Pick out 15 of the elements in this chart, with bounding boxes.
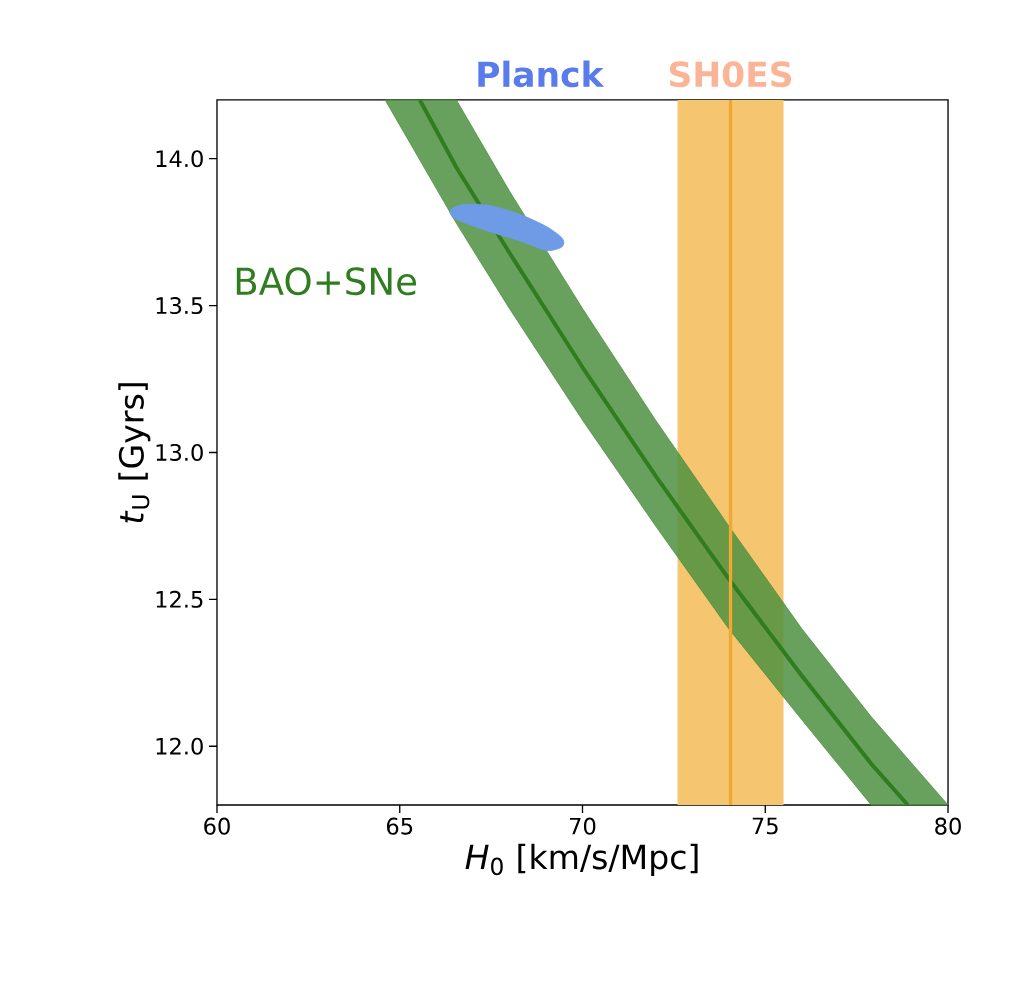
y-tick-label: 12.0 — [156, 737, 203, 755]
x-tick-label: 60 — [204, 817, 230, 835]
x-tick-label: 65 — [386, 817, 413, 835]
y-tick-label: 14.0 — [156, 150, 203, 168]
y-axis-title: t$_{U}$ [Gyrs] — [118, 383, 151, 523]
x-axis-title: H$_{0}$ [km/s/Mpc] — [465, 843, 698, 876]
x-tick-label: 70 — [570, 817, 596, 835]
y-tick-label: 13.0 — [156, 443, 203, 461]
band-label: SH0ES — [669, 61, 792, 88]
y-tick-label: 13.5 — [156, 297, 203, 315]
x-tick-label: 80 — [935, 817, 961, 835]
x-tick-label: 75 — [752, 817, 778, 835]
y-tick-label: 12.5 — [156, 590, 203, 608]
text: Planck — [478, 60, 605, 88]
text: BAO+SNe — [236, 267, 417, 296]
